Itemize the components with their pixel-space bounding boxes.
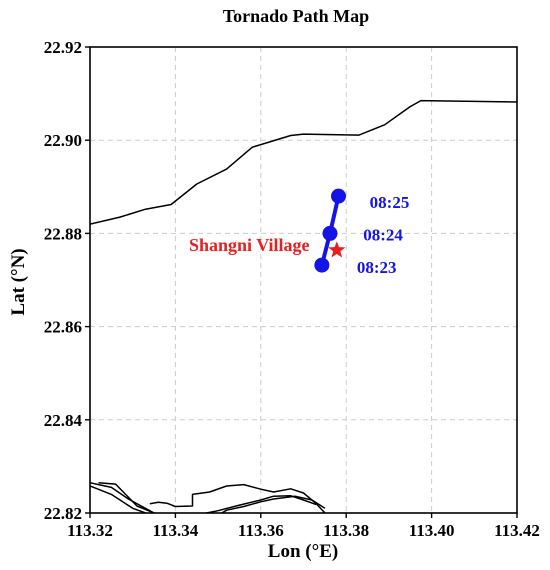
village-label: Shangni Village xyxy=(189,235,310,255)
y-tick-label: 22.86 xyxy=(44,318,82,337)
plot-frame xyxy=(89,46,518,514)
tornado-path-point xyxy=(322,225,338,241)
coastline xyxy=(90,485,146,513)
coastline xyxy=(202,495,317,513)
time-label: 08:23 xyxy=(357,258,397,277)
y-axis-title: Lat (°N) xyxy=(8,248,29,315)
time-label: 08:25 xyxy=(370,193,410,212)
y-tick-label: 22.82 xyxy=(44,504,82,523)
x-tick-label: 113.42 xyxy=(494,521,540,540)
tornado-path-point xyxy=(331,188,347,204)
tornado-path-point xyxy=(314,257,330,273)
y-tick-label: 22.88 xyxy=(44,224,82,243)
x-axis-title: Lon (°E) xyxy=(268,541,338,562)
grid xyxy=(89,46,518,514)
x-tick-label: 113.36 xyxy=(238,521,284,540)
x-tick-label: 113.40 xyxy=(409,521,455,540)
y-tick-label: 22.92 xyxy=(44,38,82,57)
x-tick-label: 113.34 xyxy=(152,521,198,540)
coastline xyxy=(90,99,517,225)
x-tick-label: 113.32 xyxy=(67,521,113,540)
coastline-layer xyxy=(90,99,517,513)
coastline xyxy=(220,495,326,513)
axis-ticks: 113.32 113.34 113.36 113.38 113.40 113.42 22.8… xyxy=(44,38,540,540)
y-tick-label: 22.84 xyxy=(44,411,83,430)
coastline xyxy=(149,483,326,513)
tornado-path-layer: 08:23 08:24 08:25 Shangni Village xyxy=(189,188,410,277)
coastline xyxy=(90,481,158,513)
x-tick-label: 113.38 xyxy=(323,521,369,540)
chart-title: Tornado Path Map xyxy=(223,6,369,26)
coastline xyxy=(98,481,158,513)
village-star-icon xyxy=(328,241,346,258)
time-label: 08:24 xyxy=(363,225,403,244)
y-tick-label: 22.90 xyxy=(44,131,82,150)
